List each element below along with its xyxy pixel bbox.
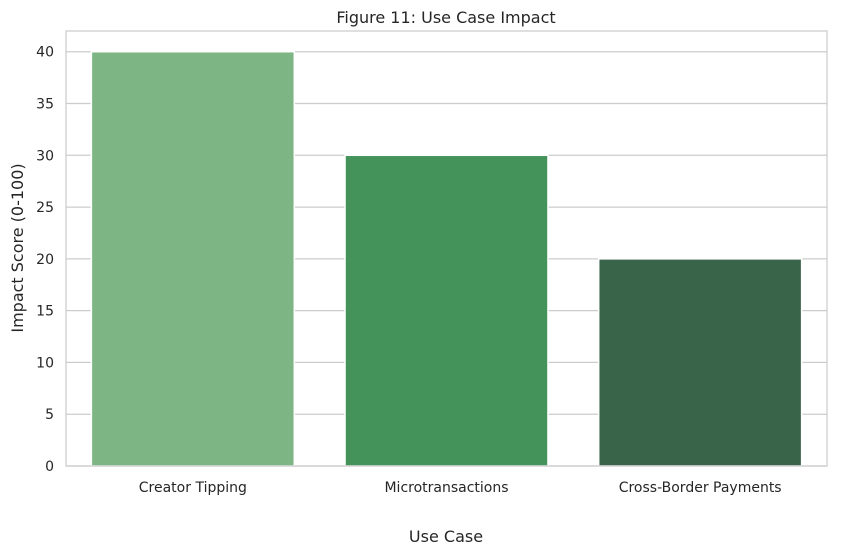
x-tick-label: Creator Tipping [139, 480, 247, 496]
x-axis-title: Use Case [409, 527, 483, 546]
y-tick-label: 25 [36, 200, 54, 216]
chart-title: Figure 11: Use Case Impact [336, 8, 555, 27]
y-tick-label: 35 [36, 97, 54, 113]
y-tick-label: 10 [36, 355, 54, 371]
bar-creator-tipping [90, 50, 296, 467]
bars [90, 50, 803, 467]
y-tick-label: 30 [36, 148, 54, 164]
bar-cross-border-payments [597, 258, 803, 467]
y-tick-label: 40 [36, 45, 54, 61]
y-tick-label: 0 [45, 459, 54, 475]
x-tick-label: Microtransactions [384, 480, 508, 496]
x-tick-labels: Creator Tipping Microtransactions Cross-Bo… [139, 480, 782, 496]
x-tick-label: Cross-Border Payments [619, 480, 782, 496]
y-tick-labels: 0 5 10 15 20 25 30 35 40 [36, 45, 54, 475]
y-tick-label: 15 [36, 304, 54, 320]
bar-microtransactions [344, 154, 549, 467]
y-axis-title: Impact Score (0-100) [8, 163, 27, 332]
y-tick-label: 5 [45, 407, 54, 423]
plot-frame [65, 30, 828, 467]
y-tick-label: 20 [36, 252, 54, 268]
